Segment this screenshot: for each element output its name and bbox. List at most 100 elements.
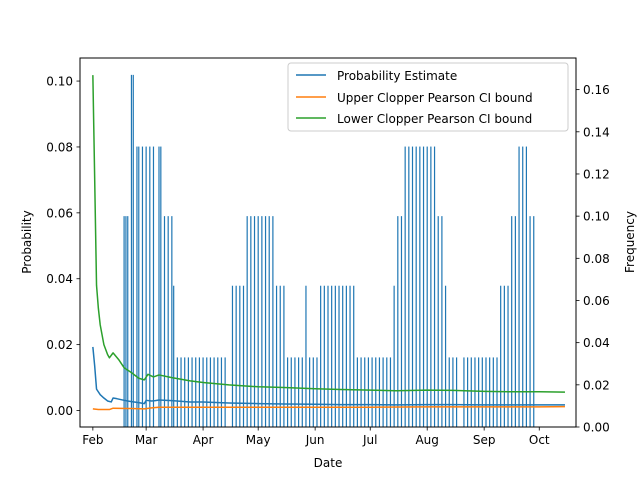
- histogram-bar: [202, 357, 204, 427]
- histogram-bar: [331, 285, 333, 427]
- histogram-bar: [470, 357, 472, 427]
- histogram-bar: [136, 146, 138, 427]
- histogram-bar: [444, 285, 447, 427]
- histogram-bar: [290, 357, 292, 427]
- histogram-bar: [356, 357, 358, 427]
- histogram-bar: [132, 74, 134, 428]
- histogram-bar: [272, 216, 274, 427]
- histogram-bar: [452, 357, 454, 427]
- histogram-bar: [235, 285, 237, 427]
- histogram-bar: [130, 74, 133, 428]
- histogram-bar: [231, 285, 234, 427]
- histogram-bar: [184, 357, 186, 427]
- histogram-bar: [448, 357, 450, 427]
- histogram-bar: [187, 357, 189, 427]
- histogram-bar: [441, 216, 443, 427]
- legend: Probability Estimate Upper Clopper Pears…: [287, 62, 569, 132]
- histogram-bar: [422, 146, 425, 427]
- histogram-bar: [404, 146, 406, 427]
- histogram-bar: [180, 357, 182, 427]
- y-tick-label: 0.00: [46, 404, 73, 418]
- histogram-bar: [400, 216, 403, 427]
- histogram-bar: [511, 216, 513, 427]
- histogram-bar: [149, 146, 151, 427]
- histogram-bar: [408, 146, 410, 427]
- histogram-bar: [167, 216, 169, 427]
- histogram-bar: [316, 357, 318, 427]
- histogram-bar: [514, 216, 516, 427]
- histogram-bar: [217, 357, 219, 427]
- histogram-bar: [334, 285, 336, 427]
- series-line-upper-clopper-pearson-ci-bound: [92, 405, 565, 411]
- y-ticks: 0.00 0.02 0.04 0.06 0.08 0.10: [46, 75, 80, 418]
- x-tick-label: Mar: [135, 433, 158, 447]
- histogram-bar: [386, 357, 388, 427]
- histogram-bar: [250, 216, 252, 427]
- histogram-bar: [455, 357, 458, 427]
- y2-tick-label: 0.06: [583, 294, 610, 308]
- histogram-bar: [213, 357, 215, 427]
- histogram-bar: [382, 357, 384, 427]
- histogram-bar: [375, 357, 377, 427]
- histogram-bar: [463, 357, 465, 427]
- histogram-bar: [430, 146, 432, 427]
- histogram-bar: [503, 285, 505, 427]
- histogram-bar: [261, 216, 263, 427]
- histogram-bar: [353, 285, 355, 427]
- histogram-bar: [525, 146, 527, 427]
- histogram-bar: [298, 357, 300, 427]
- y-tick-label: 0.10: [46, 75, 73, 89]
- x-tick-label: Apr: [193, 433, 214, 447]
- histogram-bar: [286, 357, 289, 427]
- histogram-bar: [397, 216, 399, 427]
- histogram-bar: [485, 357, 487, 427]
- y2-tick-label: 0.12: [583, 167, 610, 181]
- histogram-bar: [209, 357, 212, 427]
- histogram-bar: [426, 146, 428, 427]
- histogram-bar: [305, 285, 307, 427]
- histogram-bar: [173, 285, 175, 427]
- histogram-bar: [320, 285, 322, 427]
- histogram-bar: [500, 285, 502, 427]
- x-tick-label: Feb: [82, 433, 103, 447]
- histogram-bar: [327, 285, 329, 427]
- y-tick-label: 0.02: [46, 338, 73, 352]
- histogram-bar: [283, 285, 285, 427]
- histogram-bar: [378, 357, 381, 427]
- histogram-bar: [257, 216, 259, 427]
- histogram-bar: [239, 285, 241, 427]
- x-tick-label: May: [246, 433, 271, 447]
- x-tick-label: Jun: [305, 433, 325, 447]
- x-axis-label: Date: [314, 456, 343, 470]
- y-axis-label: Probability: [20, 210, 34, 273]
- histogram-bar: [309, 357, 311, 427]
- y2-axis-label: Frequency: [623, 211, 637, 273]
- histogram-bar: [125, 216, 127, 427]
- y-tick-label: 0.08: [46, 140, 73, 154]
- histogram-bar: [522, 146, 524, 427]
- histogram-bar: [242, 285, 245, 427]
- histogram-bar: [275, 285, 278, 427]
- histogram-bar: [206, 357, 208, 427]
- histogram-bar: [389, 357, 392, 427]
- legend-box: [287, 62, 569, 132]
- histogram-bars: [123, 74, 535, 428]
- histogram-bar: [323, 285, 325, 427]
- histogram-bar: [393, 285, 395, 427]
- x-ticks: Feb Mar Apr May Jun Jul Aug Sep Oct: [82, 427, 550, 447]
- y-tick-label: 0.06: [46, 206, 73, 220]
- histogram-bar: [474, 357, 476, 427]
- histogram-bar: [518, 146, 520, 427]
- histogram-bar: [349, 285, 351, 427]
- x-tick-label: Sep: [473, 433, 496, 447]
- histogram-bar: [364, 357, 366, 427]
- plot-frame: [79, 57, 577, 428]
- histogram-bar: [191, 357, 193, 427]
- histogram-bar: [198, 357, 201, 427]
- histogram-bar: [195, 357, 197, 427]
- histogram-bar: [145, 146, 147, 427]
- histogram-bar: [268, 216, 270, 427]
- histogram-bar: [160, 146, 162, 427]
- histogram-bar: [253, 216, 256, 427]
- y2-tick-label: 0.14: [583, 125, 610, 139]
